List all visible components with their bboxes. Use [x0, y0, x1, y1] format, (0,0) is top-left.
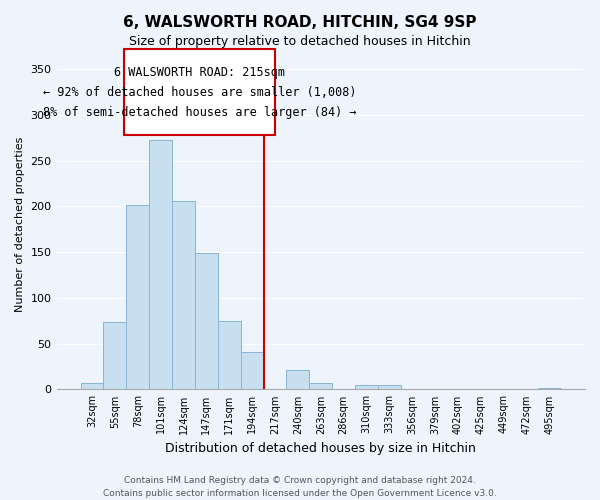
Text: Size of property relative to detached houses in Hitchin: Size of property relative to detached ho… — [129, 35, 471, 48]
Bar — [195, 253, 218, 390]
Bar — [538, 388, 561, 390]
Y-axis label: Number of detached properties: Number of detached properties — [15, 137, 25, 312]
Bar — [218, 321, 241, 390]
Bar — [355, 385, 378, 390]
Bar — [149, 140, 172, 390]
Text: Contains HM Land Registry data © Crown copyright and database right 2024.
Contai: Contains HM Land Registry data © Crown c… — [103, 476, 497, 498]
Bar — [127, 206, 149, 390]
Text: 6 WALSWORTH ROAD: 215sqm
← 92% of detached houses are smaller (1,008)
8% of semi: 6 WALSWORTH ROAD: 215sqm ← 92% of detach… — [43, 66, 356, 118]
Bar — [172, 201, 195, 390]
Text: 6, WALSWORTH ROAD, HITCHIN, SG4 9SP: 6, WALSWORTH ROAD, HITCHIN, SG4 9SP — [123, 15, 477, 30]
Bar — [286, 370, 310, 390]
Bar — [80, 383, 103, 390]
Bar — [310, 383, 332, 390]
Bar — [103, 322, 127, 390]
Bar — [378, 385, 401, 390]
Bar — [241, 352, 263, 390]
X-axis label: Distribution of detached houses by size in Hitchin: Distribution of detached houses by size … — [166, 442, 476, 455]
